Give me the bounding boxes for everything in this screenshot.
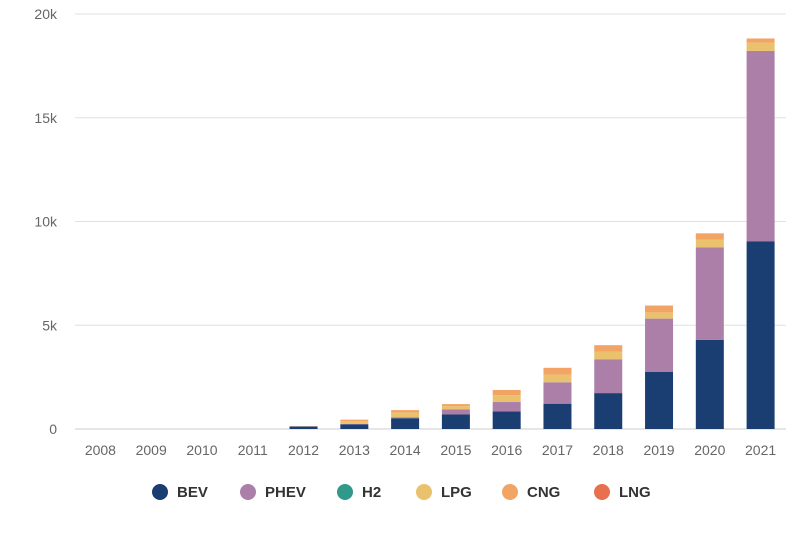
bar-phev-2015[interactable] (441, 409, 470, 415)
x-tick-label: 2009 (136, 442, 167, 458)
x-tick-label: 2012 (288, 442, 319, 458)
legend-marker (337, 484, 353, 500)
bar-lpg-2020[interactable] (695, 239, 724, 248)
legend-item-lpg[interactable]: LPG (416, 484, 472, 501)
x-axis-ticks: 2008 2009 2010 2011 2012 2013 2014 2015 2016 2017… (85, 442, 777, 458)
bar-phev-2019[interactable] (645, 318, 674, 372)
y-tick-label: 20k (34, 6, 58, 22)
x-tick-label: 2021 (745, 442, 776, 458)
x-tick-label: 2008 (85, 442, 116, 458)
legend-label: LPG (441, 484, 472, 501)
legend-label: CNG (527, 484, 560, 501)
bar-bev-2021[interactable] (746, 241, 775, 429)
bar-cng-2015[interactable] (441, 404, 470, 407)
legend-marker (152, 484, 168, 500)
bar-cng-2014[interactable] (391, 410, 420, 413)
bar-lpg-2017[interactable] (543, 374, 572, 383)
bar-cng-2021[interactable] (746, 38, 775, 43)
y-tick-label: 5k (42, 317, 58, 333)
bars (289, 38, 775, 429)
bar-bev-2014[interactable] (391, 418, 420, 429)
x-tick-label: 2020 (694, 442, 725, 458)
bar-bev-2012[interactable] (289, 426, 318, 429)
bar-bev-2017[interactable] (543, 403, 572, 429)
legend-marker (416, 484, 432, 500)
bar-lpg-2015[interactable] (441, 406, 470, 410)
y-tick-label: 0 (49, 421, 57, 437)
legend-item-phev[interactable]: PHEV (240, 484, 306, 501)
bar-phev-2018[interactable] (594, 359, 623, 394)
legend: BEV PHEV H2 LPG CNG LNG (152, 484, 651, 501)
bar-lpg-2016[interactable] (492, 395, 521, 403)
x-tick-label: 2011 (238, 442, 268, 458)
x-tick-label: 2013 (339, 442, 370, 458)
bar-cng-2016[interactable] (492, 389, 521, 396)
bar-cng-2019[interactable] (645, 305, 674, 313)
legend-marker (240, 484, 256, 500)
bar-cng-2020[interactable] (695, 233, 724, 240)
x-tick-label: 2018 (593, 442, 624, 458)
bar-lpg-2013[interactable] (340, 421, 369, 424)
bar-lpg-2021[interactable] (746, 42, 775, 51)
bar-phev-2021[interactable] (746, 50, 775, 242)
bar-bev-2016[interactable] (492, 411, 521, 429)
bar-bev-2013[interactable] (340, 424, 369, 429)
bar-phev-2016[interactable] (492, 402, 521, 412)
x-tick-label: 2019 (643, 442, 674, 458)
y-axis-ticks: 0 5k 10k 15k 20k (34, 6, 58, 437)
legend-marker (502, 484, 518, 500)
legend-item-cng[interactable]: CNG (502, 484, 560, 501)
legend-label: H2 (362, 484, 381, 501)
bar-phev-2014[interactable] (391, 417, 420, 419)
gridlines (75, 13, 786, 430)
bar-bev-2020[interactable] (695, 339, 724, 429)
bar-bev-2019[interactable] (645, 371, 674, 429)
y-tick-label: 15k (34, 110, 58, 126)
bar-bev-2018[interactable] (594, 393, 623, 429)
legend-item-bev[interactable]: BEV (152, 484, 208, 501)
bar-cng-2017[interactable] (543, 367, 572, 375)
legend-item-h2[interactable]: H2 (337, 484, 381, 501)
bar-cng-2018[interactable] (594, 345, 623, 352)
x-tick-label: 2010 (186, 442, 217, 458)
bar-phev-2020[interactable] (695, 247, 724, 340)
x-tick-label: 2015 (440, 442, 471, 458)
bar-cng-2013[interactable] (340, 419, 369, 422)
bar-phev-2017[interactable] (543, 382, 572, 404)
y-tick-label: 10k (34, 214, 58, 230)
bar-lpg-2019[interactable] (645, 312, 674, 319)
bar-lpg-2018[interactable] (594, 351, 623, 360)
legend-item-lng[interactable]: LNG (594, 484, 651, 501)
bar-lpg-2014[interactable] (391, 412, 420, 418)
x-tick-label: 2016 (491, 442, 522, 458)
legend-marker (594, 484, 610, 500)
legend-label: LNG (619, 484, 651, 501)
x-tick-label: 2017 (542, 442, 573, 458)
legend-label: BEV (177, 484, 208, 501)
bar-phev-2013[interactable] (340, 423, 369, 425)
legend-label: PHEV (265, 484, 306, 501)
x-tick-label: 2014 (390, 442, 421, 458)
bar-bev-2015[interactable] (441, 414, 470, 429)
